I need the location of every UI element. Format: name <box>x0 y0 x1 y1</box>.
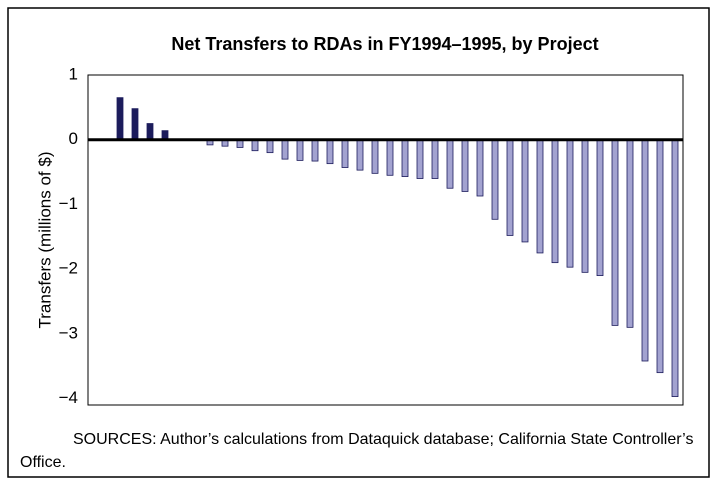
bar <box>461 139 469 192</box>
bar <box>266 139 274 154</box>
bar <box>341 139 349 168</box>
y-tick-label: −3 <box>59 323 78 342</box>
bar <box>506 139 514 236</box>
bar <box>491 139 499 220</box>
bar <box>311 139 319 162</box>
y-tick-label: −1 <box>59 194 78 213</box>
bar <box>146 123 154 141</box>
bar <box>386 139 394 176</box>
y-tick-label: 1 <box>69 64 78 83</box>
bar <box>581 139 589 273</box>
bar <box>536 139 544 254</box>
bar <box>611 139 619 326</box>
y-axis-label: Transfers (millions of $) <box>35 152 54 329</box>
bar <box>641 139 649 362</box>
bar <box>521 139 529 243</box>
bar <box>251 139 259 152</box>
chart-title: Net Transfers to RDAs in FY1994–1995, by… <box>171 34 598 54</box>
bar <box>596 139 604 276</box>
bar <box>326 139 334 165</box>
y-tick-label: −2 <box>59 259 78 278</box>
bar <box>551 139 559 264</box>
y-tick-label: 0 <box>69 129 78 148</box>
bar <box>401 139 409 177</box>
bar <box>566 139 574 268</box>
bar <box>296 139 304 161</box>
plot-area <box>87 74 684 406</box>
bar <box>356 139 364 171</box>
bar <box>416 139 424 179</box>
bar <box>116 97 124 141</box>
bar <box>281 139 289 160</box>
bar <box>131 108 139 141</box>
bar <box>476 139 484 197</box>
bar <box>431 139 439 179</box>
bar <box>371 139 379 174</box>
bar <box>446 139 454 189</box>
frame <box>7 7 710 478</box>
bar <box>656 139 664 374</box>
source-note: SOURCES: Author’s calculations from Data… <box>20 431 694 471</box>
bar <box>626 139 634 328</box>
y-tick-label: −4 <box>59 388 78 407</box>
bar <box>671 139 679 397</box>
